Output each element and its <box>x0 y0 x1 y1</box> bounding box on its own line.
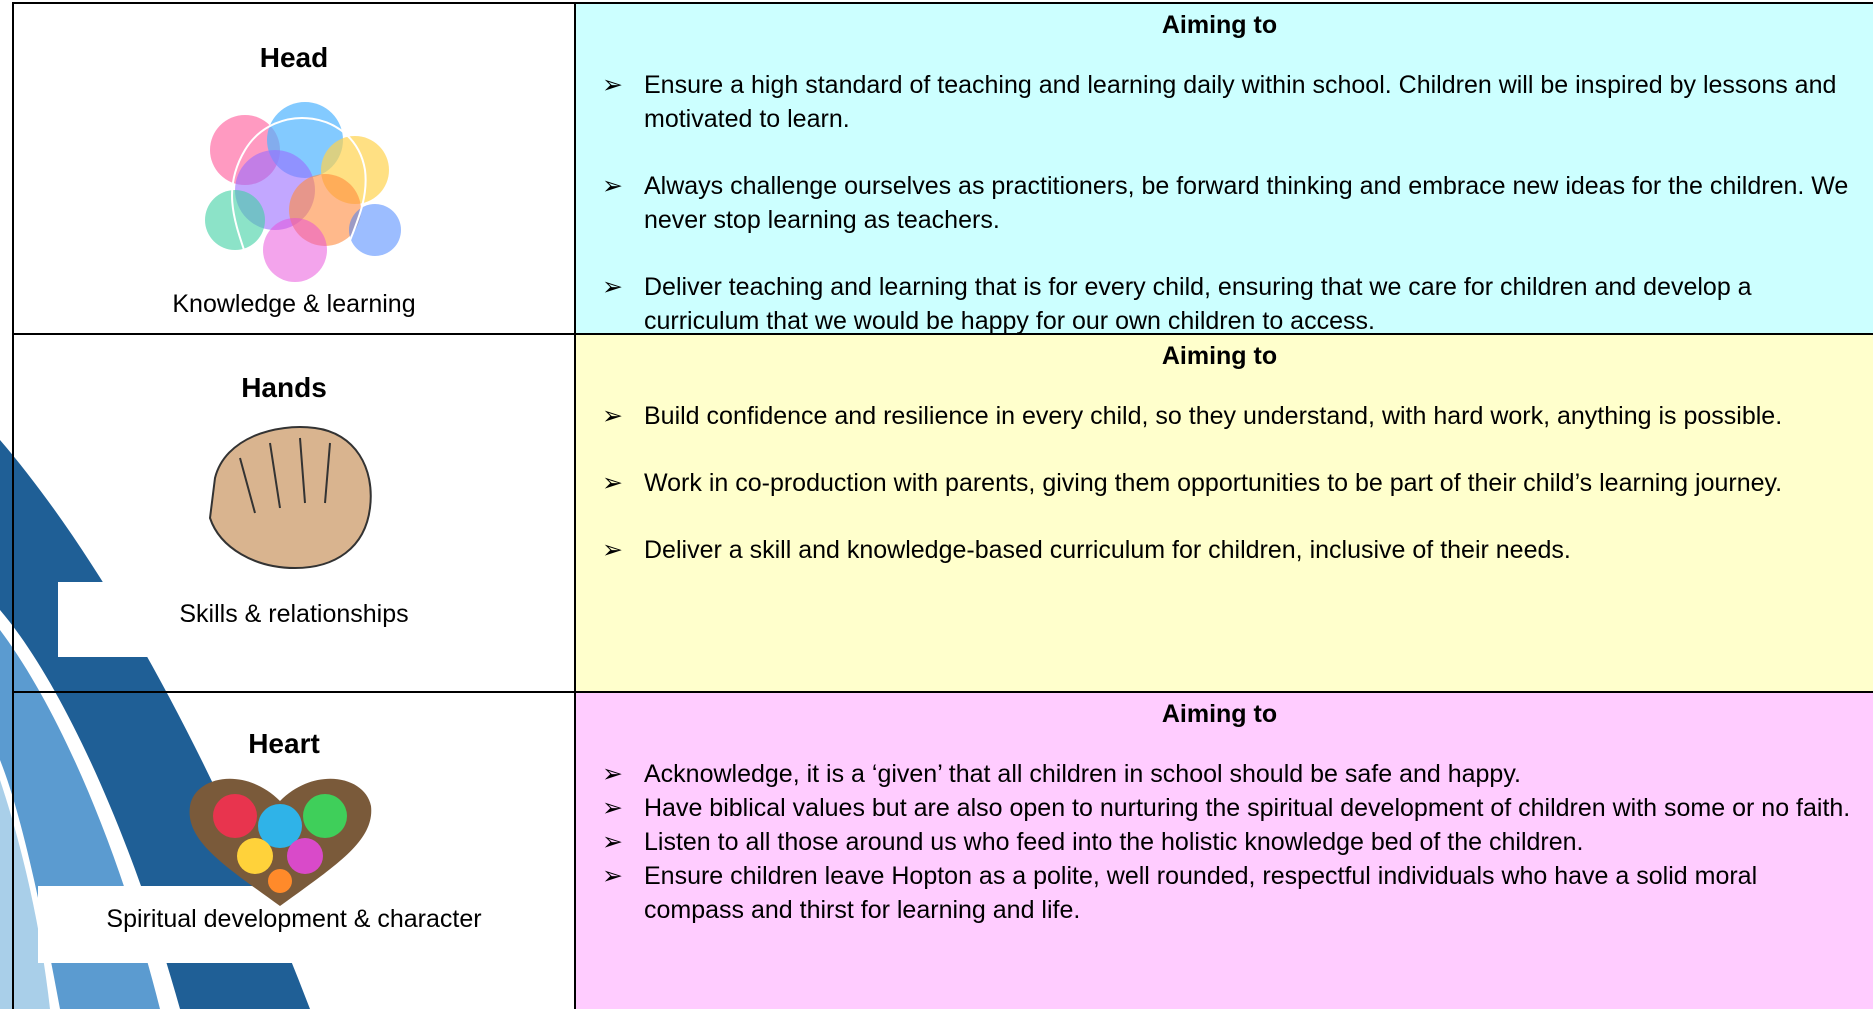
row-caption: Skills & relationships <box>179 600 409 628</box>
row-label-cell: Heart Spiritual development & character <box>12 691 576 1009</box>
aim-text: Ensure a high standard of teaching and l… <box>644 71 1837 133</box>
row-caption: Knowledge & learning <box>172 290 416 318</box>
aim-text: Always challenge ourselves as practition… <box>644 172 1849 234</box>
row-title: Heart <box>248 728 320 759</box>
aims-cell: Aiming to ➢ Acknowledge, it is a ‘given’ t… <box>574 691 1873 1009</box>
row-title: Hands <box>241 372 327 403</box>
aim-item: ➢ Always challenge ourselves as practitio… <box>596 169 1863 237</box>
bullet-arrow: ➢ <box>602 760 623 788</box>
row-label-cell: Hands Skills & relationships <box>12 333 576 691</box>
aim-item: ➢ Work in co-production with parents, giv… <box>596 466 1863 500</box>
bullet-arrow: ➢ <box>602 402 623 430</box>
aim-text: Acknowledge, it is a ‘given’ that all ch… <box>644 760 1521 788</box>
bullet-arrow: ➢ <box>602 828 623 856</box>
bullet-arrow: ➢ <box>602 172 623 200</box>
aims-list: ➢ Ensure a high standard of teaching and … <box>596 68 1863 338</box>
aim-item: ➢ Ensure children leave Hopton as a polit… <box>596 859 1863 927</box>
aims-cell: Aiming to ➢ Build confidence and resilienc… <box>574 333 1873 691</box>
bullet-arrow: ➢ <box>602 71 623 99</box>
aim-text: Deliver teaching and learning that is fo… <box>644 273 1752 335</box>
aim-item: ➢ Have biblical values but are also open … <box>596 791 1863 825</box>
caption-box <box>58 582 576 657</box>
caption-box <box>38 886 576 963</box>
bullet-arrow: ➢ <box>602 536 623 564</box>
aims-list: ➢ Build confidence and resilience in ever… <box>596 399 1863 567</box>
row-caption: Spiritual development & character <box>106 905 482 933</box>
aims-heading: Aiming to <box>1161 342 1278 370</box>
aim-text: Build confidence and resilience in every… <box>644 402 1783 430</box>
aims-heading: Aiming to <box>1161 11 1278 39</box>
bullet-arrow: ➢ <box>602 862 623 890</box>
aim-text: Listen to all those around us who feed i… <box>644 828 1584 856</box>
bullet-arrow: ➢ <box>602 794 623 822</box>
aim-item: ➢ Deliver teaching and learning that is f… <box>596 270 1863 338</box>
aims-heading: Aiming to <box>1161 700 1278 728</box>
aim-item: ➢ Build confidence and resilience in ever… <box>596 399 1863 433</box>
hands-image <box>208 426 372 570</box>
head-image <box>205 102 401 287</box>
bullet-arrow: ➢ <box>602 469 623 497</box>
aims-cell: Aiming to ➢ Ensure a high standard of teac… <box>574 2 1873 335</box>
aim-item: ➢ Listen to all those around us who feed … <box>596 825 1863 859</box>
aim-text: Have biblical values but are also open t… <box>644 794 1851 822</box>
aims-list: ➢ Acknowledge, it is a ‘given’ that all c… <box>596 757 1863 927</box>
heart-image <box>189 778 372 906</box>
row-title: Head <box>259 42 329 73</box>
aim-text: Ensure children leave Hopton as a polite… <box>644 862 1758 924</box>
aim-text: Deliver a skill and knowledge-based curr… <box>644 536 1571 564</box>
aim-item: ➢ Ensure a high standard of teaching and … <box>596 68 1863 136</box>
aim-item: ➢ Deliver a skill and knowledge-based cur… <box>596 533 1863 567</box>
bullet-arrow: ➢ <box>602 273 623 301</box>
aim-text: Work in co-production with parents, givi… <box>644 469 1783 497</box>
aim-item: ➢ Acknowledge, it is a ‘given’ that all c… <box>596 757 1863 791</box>
